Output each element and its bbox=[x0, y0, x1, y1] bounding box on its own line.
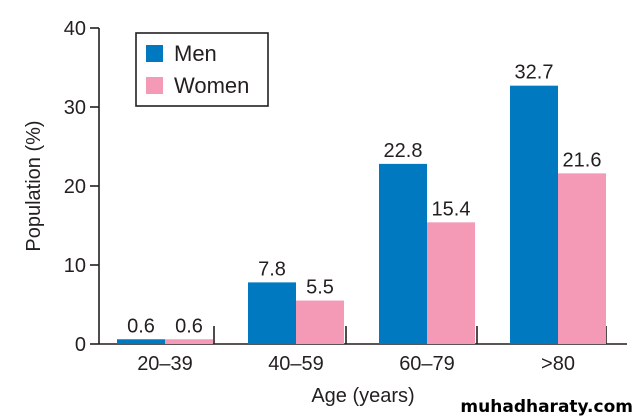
legend-swatch-women bbox=[146, 77, 163, 94]
y-tick-label: 40 bbox=[64, 18, 86, 40]
bar-men-2 bbox=[379, 163, 427, 344]
bar-men-3 bbox=[510, 85, 558, 345]
legend-swatch-men bbox=[146, 45, 163, 62]
y-tick-label: 20 bbox=[64, 176, 86, 198]
bar-men-1 bbox=[248, 282, 296, 344]
x-tick-label: >80 bbox=[541, 353, 575, 375]
bar-women-3 bbox=[558, 173, 606, 344]
bars bbox=[117, 85, 606, 345]
x-tick-label: 20–39 bbox=[137, 353, 193, 375]
data-label-men: 22.8 bbox=[384, 140, 423, 162]
y-ticks: 0 10 20 30 40 bbox=[64, 18, 99, 356]
legend-label-men: Men bbox=[174, 41, 217, 66]
bar-women-2 bbox=[427, 222, 475, 344]
watermark: muhadharaty.com bbox=[460, 397, 633, 417]
legend: Men Women bbox=[135, 32, 269, 107]
data-labels: 0.6 0.6 7.8 5.5 22.8 15.4 32.7 21.6 bbox=[127, 62, 601, 338]
bar-women-1 bbox=[296, 300, 344, 344]
x-axis-title: Age (years) bbox=[311, 385, 414, 407]
y-tick-label: 0 bbox=[75, 334, 86, 356]
data-label-women: 15.4 bbox=[432, 198, 471, 220]
data-label-men: 32.7 bbox=[515, 62, 554, 84]
data-label-women: 0.6 bbox=[175, 315, 203, 337]
y-tick-label: 10 bbox=[64, 255, 86, 277]
x-tick-label: 60–79 bbox=[399, 353, 455, 375]
bar-men-0 bbox=[117, 339, 165, 344]
data-label-men: 7.8 bbox=[258, 258, 286, 280]
data-label-women: 5.5 bbox=[306, 277, 334, 299]
y-tick-label: 30 bbox=[64, 97, 86, 119]
data-label-men: 0.6 bbox=[127, 315, 155, 337]
legend-label-women: Women bbox=[174, 73, 249, 98]
bar-women-0 bbox=[165, 339, 213, 344]
x-tick-label: 40–59 bbox=[268, 353, 324, 375]
data-label-women: 21.6 bbox=[563, 149, 602, 171]
x-ticks: 20–39 40–59 60–79 >80 bbox=[137, 326, 607, 375]
y-axis-title: Population (%) bbox=[23, 120, 45, 251]
